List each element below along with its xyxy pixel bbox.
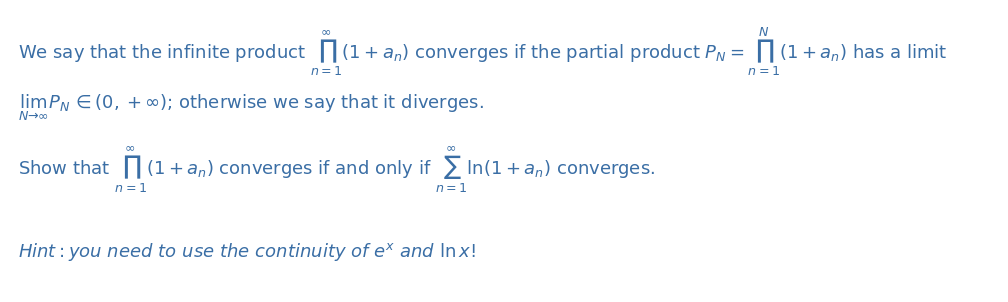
Text: We say that the infinite product $\prod_{n=1}^{\infty}(1+a_n)$ converges if the : We say that the infinite product $\prod_… [18, 25, 948, 79]
Text: Show that $\prod_{n=1}^{\infty}(1+a_n)$ converges if and only if $\sum_{n=1}^{\i: Show that $\prod_{n=1}^{\infty}(1+a_n)$ … [18, 145, 655, 195]
Text: $\mathit{Hint: you\ need\ to\ use\ the\ continuity\ of}\ e^x\ \mathit{and}\ \ln : $\mathit{Hint: you\ need\ to\ use\ the\ … [18, 241, 476, 263]
Text: $\lim_{N\to\infty} P_N \in (0,+\infty)$; otherwise we say that it diverges.: $\lim_{N\to\infty} P_N \in (0,+\infty)$;… [18, 93, 484, 123]
